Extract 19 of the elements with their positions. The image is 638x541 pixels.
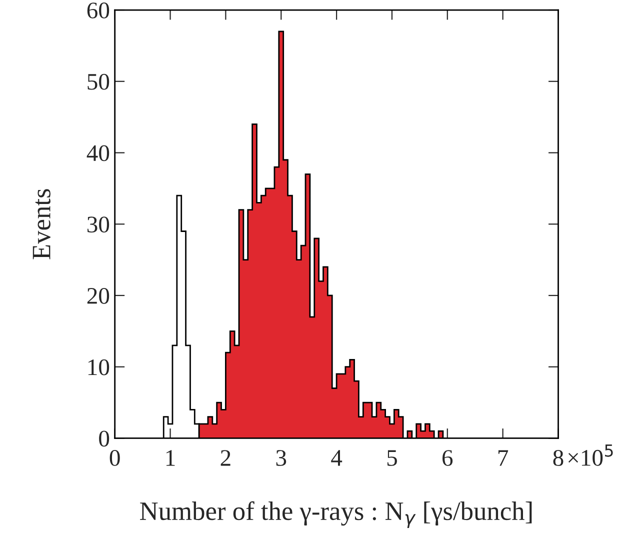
x-tick-label: 8 [553, 450, 564, 466]
y-tick-label: 50 [88, 74, 110, 90]
y-tick-label: 10 [88, 359, 110, 376]
x-tick-label: 0 [110, 450, 120, 466]
y-tick-label: 0 [99, 430, 110, 447]
x-tick-label: 6 [442, 450, 453, 466]
x-tick-label: 7 [498, 450, 508, 466]
y-tick-label: 30 [87, 216, 110, 233]
x-tick-label: 2 [220, 450, 230, 466]
x-tick-label: 1 [166, 450, 175, 466]
x-tick-label: 4 [331, 450, 342, 466]
y-tick-label: 20 [87, 288, 110, 304]
x-tick-label: 3 [276, 450, 286, 466]
y-tick-label: 60 [87, 2, 110, 18]
text: ×10$^{5}$ [568, 444, 613, 466]
x-tick-label: 5 [387, 450, 397, 466]
y-tick-label: 40 [86, 145, 110, 162]
x-axis-title: Number of the γ-rays : N$_{γ}$ [γs/bunch] [140, 501, 532, 528]
y-axis-title: Events [32, 189, 50, 260]
